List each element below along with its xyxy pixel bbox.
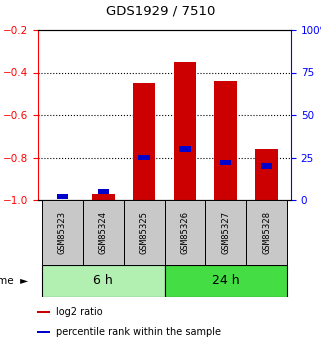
Text: GSM85323: GSM85323 <box>58 211 67 254</box>
Bar <box>57 194 68 199</box>
Text: GSM85324: GSM85324 <box>99 211 108 254</box>
Bar <box>83 200 124 265</box>
Bar <box>179 146 191 152</box>
Bar <box>42 265 164 297</box>
Bar <box>37 331 50 333</box>
Bar <box>138 155 150 160</box>
Bar <box>42 200 83 265</box>
Text: GSM85328: GSM85328 <box>262 211 271 254</box>
Text: percentile rank within the sample: percentile rank within the sample <box>56 327 221 337</box>
Bar <box>214 81 237 200</box>
Text: GSM85326: GSM85326 <box>180 211 189 254</box>
Bar <box>205 200 246 265</box>
Bar <box>220 160 231 165</box>
Bar <box>261 163 272 169</box>
Bar <box>37 311 50 313</box>
Bar <box>98 189 109 194</box>
Bar <box>164 200 205 265</box>
Text: time  ►: time ► <box>0 276 28 286</box>
Text: GDS1929 / 7510: GDS1929 / 7510 <box>106 5 215 18</box>
Bar <box>92 194 115 200</box>
Bar <box>255 149 278 200</box>
Text: log2 ratio: log2 ratio <box>56 307 102 317</box>
Bar <box>246 200 287 265</box>
Bar <box>133 83 155 200</box>
Bar <box>164 265 287 297</box>
Bar <box>174 62 196 200</box>
Text: 24 h: 24 h <box>212 275 239 287</box>
Text: GSM85325: GSM85325 <box>140 211 149 254</box>
Text: 6 h: 6 h <box>93 275 113 287</box>
Bar <box>124 200 164 265</box>
Text: GSM85327: GSM85327 <box>221 211 230 254</box>
